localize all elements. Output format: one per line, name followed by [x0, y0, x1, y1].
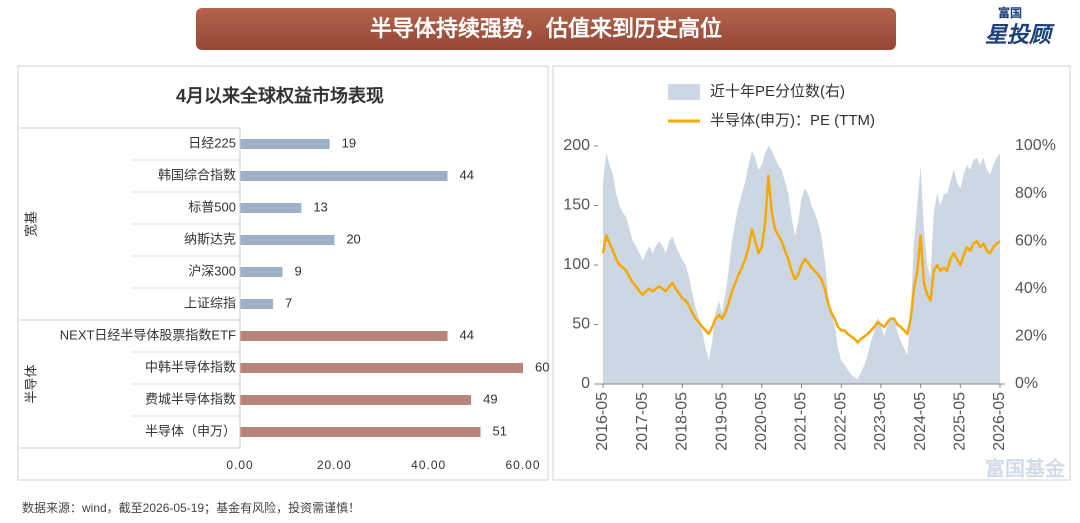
x-tick-label: 2021-05 — [793, 392, 810, 451]
group-label: 半导体 — [23, 364, 38, 403]
category-label: 纳斯达克 — [184, 231, 236, 246]
category-label: 日经225 — [188, 135, 236, 150]
y-tick-label: 200 — [563, 137, 590, 154]
x-tick-label: 20.00 — [317, 458, 352, 472]
watermark: 富国基金 — [985, 456, 1066, 480]
data-label: 20 — [346, 231, 360, 246]
data-label: 51 — [493, 423, 507, 438]
x-tick-label: 40.00 — [411, 458, 446, 472]
x-tick-label: 2025-05 — [952, 392, 969, 451]
y2-tick-label: 20% — [1015, 328, 1047, 345]
footer: 数据来源：wind，截至2026-05-19；基金有风险，投资需谨慎！ — [22, 500, 360, 515]
bar — [240, 331, 448, 341]
header-title: 半导体持续强势，估值来到历史高位 — [370, 16, 722, 41]
y2-tick-label: 100% — [1015, 137, 1056, 154]
left-panel — [17, 65, 549, 481]
x-tick-label: 2016-05 — [594, 392, 611, 451]
x-tick-label: 2017-05 — [634, 392, 651, 451]
bar — [240, 171, 448, 181]
category-label: 费城半导体指数 — [145, 391, 236, 406]
y-tick-label: 50 — [572, 316, 590, 333]
x-tick-label: 0.00 — [226, 458, 253, 472]
logo-top: 富国 — [998, 5, 1022, 20]
left-chart-title: 4月以来全球权益市场表现 — [176, 85, 384, 106]
category-label: 标普500 — [188, 199, 236, 214]
category-label: 韩国综合指数 — [158, 167, 236, 182]
x-tick-label: 2019-05 — [713, 392, 730, 451]
category-label: NEXT日经半导体股票指数ETF — [60, 327, 236, 342]
bar — [240, 427, 481, 437]
x-tick-label: 2020-05 — [753, 392, 770, 451]
x-tick-label: 60.00 — [505, 458, 540, 472]
legend-label: 半导体(申万)：PE (TTM) — [710, 112, 875, 129]
data-label: 49 — [483, 391, 497, 406]
bar — [240, 235, 335, 245]
data-label: 19 — [342, 135, 356, 150]
group-label: 宽基 — [23, 211, 38, 237]
bar — [240, 299, 274, 309]
data-label: 60 — [535, 359, 549, 374]
y-tick-label: 100 — [563, 256, 590, 273]
right-panel — [552, 65, 1071, 481]
x-tick-label: 2023-05 — [872, 392, 889, 451]
legend-label: 近十年PE分位数(右) — [710, 83, 845, 100]
data-label: 9 — [294, 263, 301, 278]
data-label: 13 — [313, 199, 327, 214]
bar — [240, 363, 523, 373]
x-tick-label: 2022-05 — [832, 392, 849, 451]
y-tick-label: 0 — [581, 375, 590, 392]
bar — [240, 395, 472, 405]
bar — [240, 203, 302, 213]
y2-tick-label: 40% — [1015, 280, 1047, 297]
data-label: 44 — [460, 327, 474, 342]
bar — [240, 267, 283, 277]
x-tick-label: 2018-05 — [674, 392, 691, 451]
data-label: 44 — [460, 167, 474, 182]
data-label: 7 — [285, 295, 292, 310]
logo-main: 星投顾 — [985, 22, 1055, 47]
category-label: 上证综指 — [184, 295, 236, 310]
category-label: 沪深300 — [188, 263, 236, 278]
y-tick-label: 150 — [563, 197, 590, 214]
bar-chart: 日经225 19 韩国综合指数 44 标普500 13 纳斯达克 20 沪深300 9 上证综指 7 宽… — [20, 127, 549, 472]
bar — [240, 139, 330, 149]
legend-swatch — [668, 84, 700, 100]
y2-tick-label: 60% — [1015, 232, 1047, 249]
x-tick-label: 2026-05 — [991, 392, 1008, 451]
x-tick-label: 2024-05 — [912, 392, 929, 451]
y2-tick-label: 0% — [1015, 375, 1038, 392]
line-chart: 近十年PE分位数(右) 半导体(申万)：PE (TTM) 0 50 100 150 200 0… — [563, 83, 1056, 451]
y2-tick-label: 80% — [1015, 185, 1047, 202]
category-label: 中韩半导体指数 — [145, 359, 236, 374]
line — [601, 174, 1001, 344]
header-banner — [196, 8, 896, 50]
category-label: 半导体（申万） — [145, 423, 236, 438]
